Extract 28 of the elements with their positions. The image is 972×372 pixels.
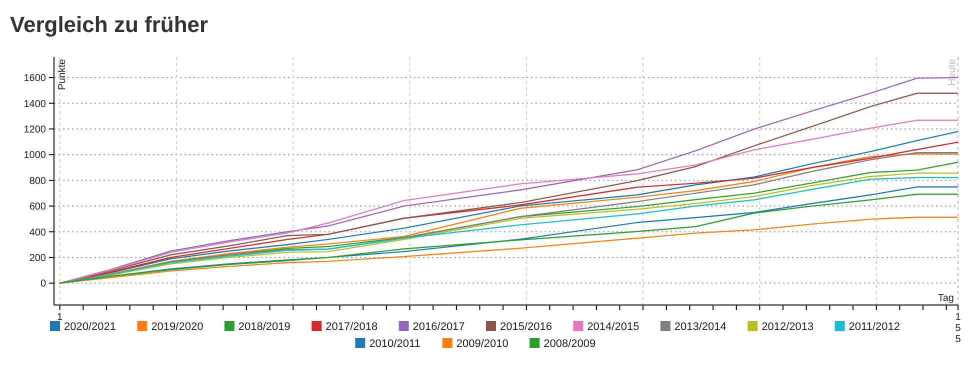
x-axis-title: Tag: [938, 293, 954, 304]
legend-label: 2014/2015: [587, 321, 640, 333]
legend-label: 2018/2019: [238, 321, 290, 333]
y-tick-label: 200: [29, 252, 46, 264]
legend-label: 2009/2010: [456, 338, 508, 350]
legend-label: 2015/2016: [500, 321, 552, 333]
chart-title: Vergleich zu früher: [10, 12, 208, 37]
legend-label: 2008/2009: [544, 338, 596, 350]
legend-label: 2012/2013: [762, 321, 814, 333]
y-tick-label: 1200: [24, 124, 46, 136]
legend-label: 2010/2011: [369, 338, 420, 350]
y-tick-label: 1000: [24, 150, 46, 162]
legend-label: 2016/2017: [412, 321, 465, 333]
ref-line-label: Heute: [947, 58, 958, 86]
y-tick-label: 400: [29, 227, 46, 238]
y-tick-label: 800: [29, 176, 46, 187]
y-tick-label: 0: [40, 278, 46, 290]
legend-label: 2013/2014: [674, 321, 726, 333]
x-tick-label: 1: [57, 312, 64, 323]
x-tick-label: 1 5 5: [955, 312, 962, 345]
legend-label: 2011/2012: [848, 321, 900, 333]
legend-label: 2019/2020: [151, 321, 204, 333]
legend-label: 2020/2021: [64, 321, 116, 333]
legend-label: 2017/2018: [326, 321, 378, 333]
y-tick-label: 1400: [24, 98, 46, 110]
y-tick-label: 1600: [24, 73, 46, 84]
y-tick-label: 600: [29, 202, 46, 213]
y-axis-title: Punkte: [57, 58, 68, 90]
